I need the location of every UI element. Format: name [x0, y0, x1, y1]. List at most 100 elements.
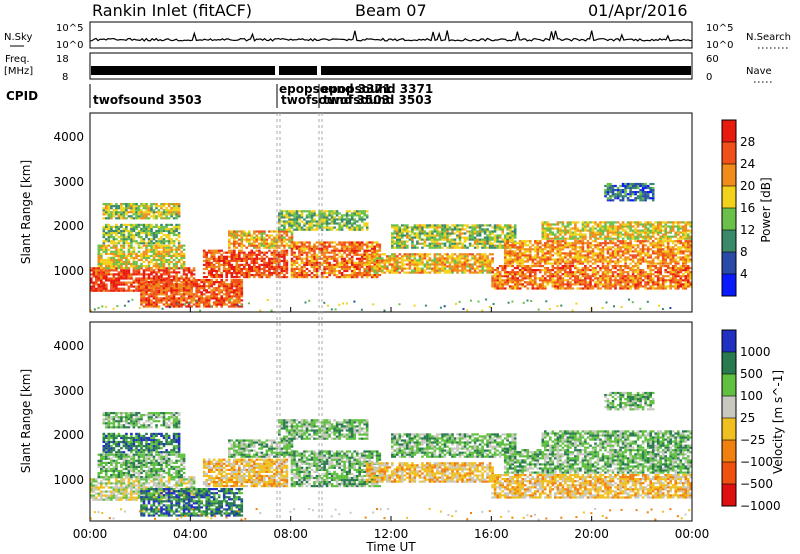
range-cell	[433, 234, 437, 237]
range-cell	[135, 231, 138, 235]
range-cell	[288, 216, 291, 219]
range-cell	[403, 244, 407, 247]
range-cell	[200, 287, 203, 290]
range-cell	[338, 243, 341, 246]
range-cell	[107, 262, 111, 266]
range-cell	[478, 271, 482, 274]
range-cell	[117, 256, 121, 259]
range-cell	[446, 226, 449, 229]
range-cell	[162, 297, 166, 300]
range-cell	[411, 232, 414, 235]
range-cell	[431, 267, 434, 270]
range-cell	[559, 269, 562, 272]
range-cell	[233, 244, 236, 247]
range-cell	[97, 254, 101, 257]
range-cell	[105, 275, 108, 278]
range-cell	[233, 234, 236, 237]
range-cell	[536, 250, 540, 253]
range-cell	[200, 299, 203, 302]
range-cell	[328, 263, 331, 266]
range-cell	[461, 271, 464, 274]
range-cell	[345, 216, 349, 219]
range-cell	[549, 244, 552, 247]
range-cell	[453, 253, 457, 256]
range-cell	[167, 234, 171, 237]
range-cell	[481, 246, 484, 249]
range-cell	[559, 262, 562, 265]
range-cell	[423, 230, 427, 233]
range-cell	[358, 253, 361, 256]
range-cell	[473, 263, 477, 266]
range-cell	[471, 267, 474, 270]
range-cell	[453, 261, 457, 264]
range-cell	[150, 271, 153, 274]
range-cell	[503, 283, 507, 286]
range-cell	[217, 276, 221, 279]
range-cell	[230, 295, 234, 298]
range-cell	[641, 285, 645, 288]
range-cell	[360, 255, 364, 258]
range-cell	[130, 289, 133, 292]
range-cell	[97, 279, 101, 282]
range-cell	[303, 257, 306, 260]
range-cell	[679, 283, 683, 286]
range-cell	[656, 271, 660, 274]
range-cell	[473, 238, 477, 241]
range-cell	[418, 234, 422, 237]
range-cell	[348, 245, 351, 248]
range-cell	[501, 285, 504, 288]
range-cell	[345, 261, 349, 264]
range-cell	[285, 251, 289, 254]
range-cell	[217, 267, 221, 271]
range-cell	[127, 250, 131, 253]
range-cell	[107, 217, 111, 220]
range-cell	[217, 303, 221, 306]
range-cell	[258, 246, 261, 249]
range-cell	[243, 267, 246, 271]
range-cell	[263, 238, 266, 241]
range-cell	[358, 216, 361, 219]
range-cell	[172, 248, 176, 251]
range-cell	[278, 234, 281, 237]
range-cell	[388, 261, 392, 264]
range-cell	[212, 265, 216, 269]
range-cell	[122, 275, 126, 278]
range-cell	[571, 258, 575, 261]
range-cell	[649, 275, 652, 278]
range-cell	[478, 257, 482, 260]
range-cell	[478, 240, 482, 243]
range-cell	[132, 248, 136, 251]
range-cell	[682, 279, 685, 282]
range-cell	[682, 283, 685, 286]
range-cell	[147, 244, 151, 247]
range-cell	[441, 230, 444, 233]
range-cell	[258, 244, 261, 247]
range-cell	[110, 225, 113, 228]
range-cell	[220, 297, 223, 300]
range-cell	[365, 274, 369, 277]
range-cell	[212, 301, 216, 304]
range-cell	[298, 222, 301, 225]
range-cell	[534, 265, 537, 268]
range-cell	[566, 287, 570, 290]
range-cell	[350, 251, 354, 254]
range-cell	[496, 234, 499, 237]
range-cell	[187, 303, 191, 306]
range-cell	[152, 217, 156, 220]
range-cell	[278, 214, 281, 217]
range-cell	[370, 241, 374, 244]
range-cell	[120, 289, 123, 292]
range-cell	[160, 299, 163, 302]
range-cell	[529, 279, 532, 282]
range-cell	[165, 203, 168, 206]
range-cell	[132, 285, 136, 288]
range-cell	[233, 279, 236, 282]
range-cell	[285, 220, 289, 223]
range-cell	[105, 238, 108, 241]
range-cell	[391, 236, 394, 239]
range-cell	[102, 271, 106, 274]
range-cell	[551, 250, 555, 253]
range-cell	[110, 265, 113, 268]
range-cell	[100, 244, 103, 247]
range-cell	[631, 283, 635, 286]
